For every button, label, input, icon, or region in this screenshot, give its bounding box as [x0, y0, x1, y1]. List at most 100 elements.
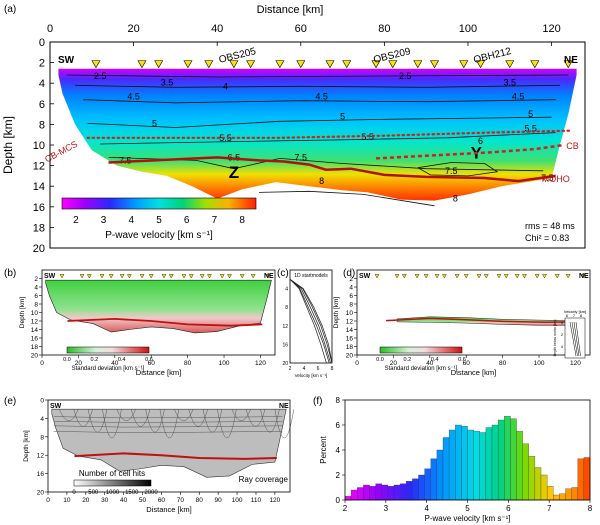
x-tick-label: 90	[215, 497, 223, 504]
obs-marker-icon	[434, 274, 440, 279]
contour-label: 5	[528, 109, 533, 119]
y-tick-label: 8	[34, 302, 38, 309]
histogram-bar	[448, 429, 456, 501]
x-tick-label: 20	[82, 497, 90, 504]
obs-marker-icon	[503, 274, 509, 279]
histogram-bar	[534, 467, 542, 501]
x-tick-label: 8	[588, 504, 593, 513]
y-tick-label: 10	[33, 140, 45, 152]
inset-ytick-label: 0	[561, 320, 564, 325]
contour-line-8	[258, 190, 435, 207]
inset-profile-line	[573, 321, 580, 357]
obs-marker-icon	[580, 274, 586, 279]
obs-marker-icon	[534, 274, 540, 279]
colorbar-tick-label: 6	[184, 215, 190, 226]
obs-marker-icon	[127, 274, 132, 279]
histogram-bar	[344, 496, 352, 501]
obs-marker-icon	[227, 274, 232, 279]
histogram-bar	[442, 437, 450, 501]
y-tick-label: 20	[33, 243, 45, 255]
obs-marker-icon	[296, 60, 306, 69]
x-tick-label: 100	[232, 497, 243, 504]
velocity-colorbar-label: P-wave velocity [km s⁻¹]	[105, 230, 213, 241]
obs-marker-icon	[219, 274, 225, 279]
obs-marker-icon	[374, 274, 380, 279]
inset-tick-label: 7	[573, 313, 576, 318]
colorbar-tick-label: 3	[101, 215, 107, 226]
histogram-bar	[516, 431, 523, 501]
startmodel-line-m5	[289, 279, 333, 364]
x-axis-label: Distance [km]	[146, 505, 191, 514]
obs-marker-icon	[371, 60, 381, 69]
y-tick-label: 12	[282, 324, 288, 330]
panel-d-axes: 0 20 40 60 80 100 1202468101214161820Distance …	[333, 276, 581, 377]
x-tick-label: 100	[459, 23, 477, 35]
obs-marker-icon	[188, 274, 194, 279]
x-tick-label: 8	[331, 366, 334, 372]
histogram-bar	[522, 443, 529, 501]
histogram-bar	[430, 458, 438, 501]
x-tick-label: 50	[139, 497, 147, 504]
obs-marker-icon	[463, 274, 469, 279]
contour-line	[66, 74, 569, 78]
ray-layer-line	[53, 425, 283, 428]
y-tick-label: 14	[33, 181, 45, 193]
inset-profile-line	[575, 321, 581, 357]
y-tick-label: 18	[33, 222, 45, 234]
x-tick-label: 10	[63, 497, 71, 504]
panel-c-axes: 2 4 6 8 4 8 12 16 20 Velocity [km s⁻¹]	[282, 287, 333, 378]
x-tick-label: 80	[196, 497, 204, 504]
histogram-bar	[473, 431, 480, 501]
contour-label: 5.5	[524, 124, 537, 134]
obs-marker-icon	[246, 60, 256, 69]
histogram-bar	[399, 483, 407, 501]
histogram-bar	[479, 432, 487, 501]
panel-b-obs	[59, 274, 271, 279]
histogram-bar	[485, 427, 493, 501]
y-tick-label: 4	[40, 416, 44, 423]
x-axis-label: Distance [km]	[451, 368, 496, 377]
contour-label: 3.5	[504, 77, 517, 87]
y-tick-label: 18	[346, 344, 354, 351]
x-tick-label: 20	[75, 360, 83, 367]
y-tick-label: 12	[31, 319, 39, 326]
x-tick-label: 70	[177, 497, 185, 504]
inset-ylabel: Depth below moho [km]	[553, 320, 557, 357]
contour-line	[75, 84, 560, 88]
ray-layer-line	[53, 416, 283, 419]
y-tick-label: 8	[336, 396, 341, 405]
histogram-bar	[583, 457, 591, 501]
x-tick-label: 60	[463, 360, 471, 367]
panel-e-axes: 0 10 20 30 40 50 60 70 80 90 100 110 120048121620Dis…	[23, 398, 281, 515]
cell-hits-colorbar	[73, 479, 152, 487]
histogram-bar	[412, 478, 419, 501]
panel-b-sw: SW	[44, 273, 56, 280]
panel-e-ne: NE	[279, 403, 289, 410]
contour-label: 5	[340, 111, 345, 121]
x-tick-label: 40	[111, 360, 119, 367]
obs-marker-icon	[154, 60, 164, 69]
panel-b-label: (b)	[4, 268, 16, 279]
ray-path-line	[102, 409, 122, 439]
velocity-contour-lines	[66, 74, 569, 207]
obs-marker-icon	[108, 274, 114, 279]
colorbar-tick-label: 0.0	[63, 357, 71, 363]
obs-marker-icon	[325, 60, 335, 69]
obs-marker-icon	[430, 60, 440, 69]
y-tick-label: 2	[39, 58, 45, 70]
colorbar-tick-label: 0.4	[118, 357, 126, 363]
ray-path-line	[231, 409, 251, 421]
x-tick-label: 2	[343, 504, 348, 513]
obs-marker-icon	[459, 60, 469, 69]
panel-a-label: (a)	[4, 4, 16, 15]
obs-marker-icon	[168, 274, 174, 279]
obs-marker-icon	[86, 274, 92, 279]
panel-c-title: 1D startmodels	[294, 273, 328, 279]
histogram-bar	[565, 488, 572, 501]
y-tick-label: 18	[31, 344, 39, 351]
ray-path-line	[217, 409, 237, 439]
x-tick-label: 6	[317, 366, 320, 372]
y-tick-label: 6	[34, 293, 38, 300]
panel-e-label: (e)	[4, 396, 16, 407]
x-tick-label: 40	[426, 360, 434, 367]
